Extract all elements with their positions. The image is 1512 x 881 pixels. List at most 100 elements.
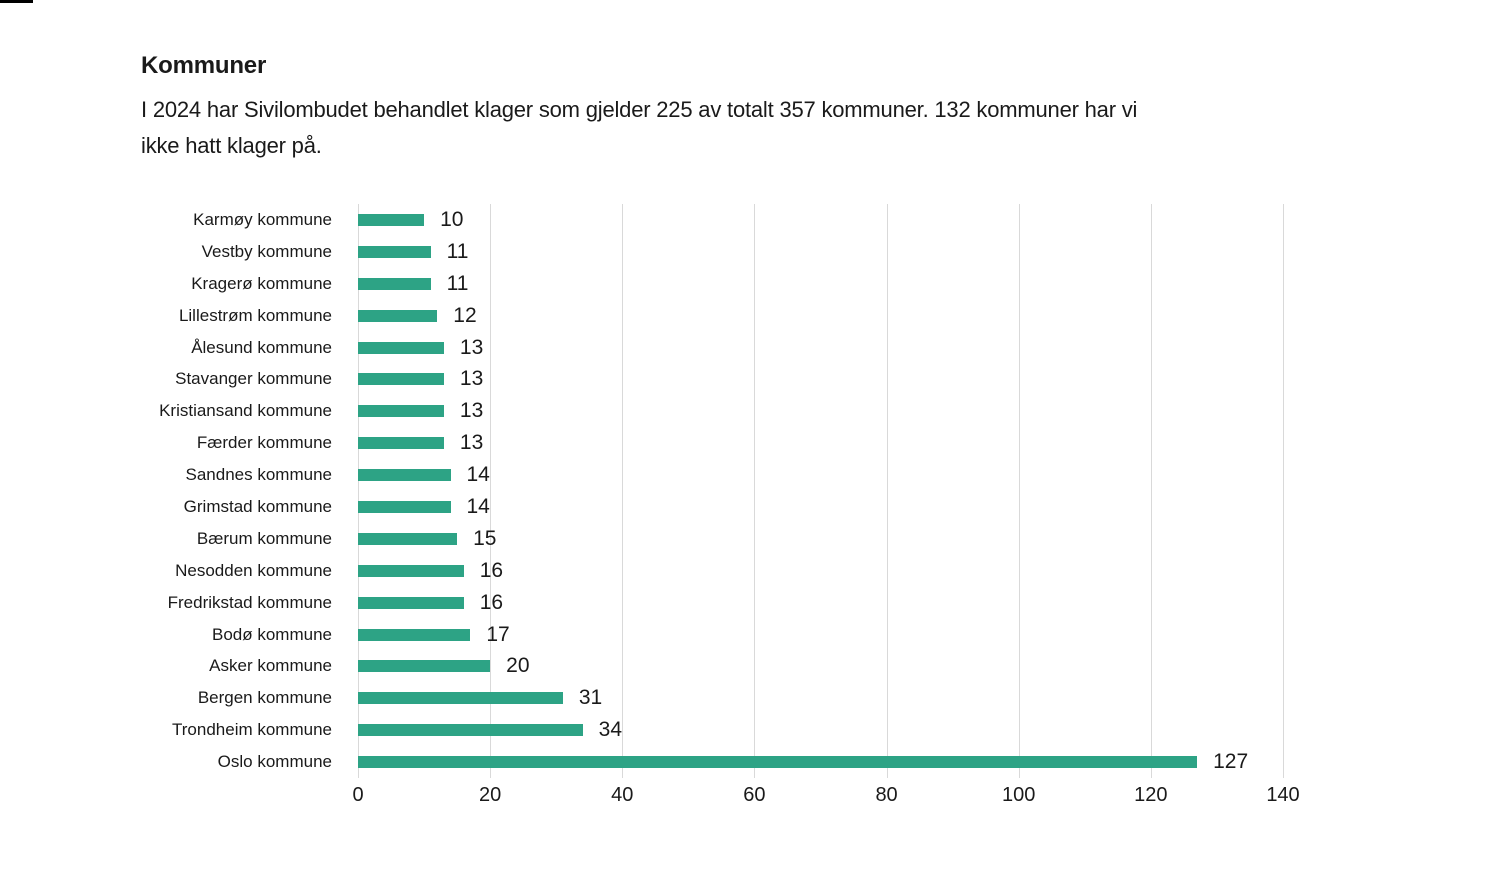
gridlines	[358, 204, 1284, 779]
bar-row: Kragerø kommune 11	[141, 268, 1283, 300]
page: Kommuner I 2024 har Sivilombudet behandl…	[141, 52, 1512, 814]
gridline	[622, 204, 624, 779]
category-label: Trondheim kommune	[172, 720, 332, 740]
value-label: 20	[506, 654, 530, 678]
bar-row: Trondheim kommune 34	[141, 714, 1283, 746]
bar-track: 34	[358, 714, 1283, 746]
bar-row: Bærum kommune 15	[141, 523, 1283, 555]
category-label: Lillestrøm kommune	[178, 305, 332, 325]
value-label: 11	[446, 239, 469, 263]
bar-track: 10	[358, 204, 1283, 236]
bar-row: Stavanger kommune 13	[141, 363, 1283, 395]
bar-chart: Karmøy kommune 10 Vestby kommune 11 Krag…	[141, 204, 1300, 814]
category-label: Grimstad kommune	[183, 496, 332, 516]
bar-track: 20	[358, 650, 1283, 682]
bar	[358, 469, 451, 482]
bar	[358, 277, 431, 290]
category-label: Oslo kommune	[217, 752, 332, 772]
bar	[358, 341, 444, 354]
bar-track: 12	[358, 300, 1283, 332]
bar-row: Ålesund kommune 13	[141, 332, 1283, 364]
bar-row: Lillestrøm kommune 12	[141, 300, 1283, 332]
value-label: 12	[453, 303, 477, 327]
bar	[358, 213, 425, 226]
category-label: Bergen kommune	[197, 688, 332, 708]
bar-track: 14	[358, 491, 1283, 523]
subtitle-line-2: ikke hatt klager på.	[141, 133, 322, 158]
bar-track: 11	[358, 236, 1283, 268]
value-label: 10	[440, 207, 464, 231]
gridline	[1283, 204, 1284, 779]
category-label: Vestby kommune	[201, 241, 332, 261]
bar-row: Færder kommune 13	[141, 427, 1283, 459]
gridline	[886, 204, 888, 779]
bar-row: Oslo kommune 127	[141, 746, 1283, 778]
x-tick-label: 20	[479, 784, 502, 807]
value-label: 13	[459, 431, 484, 455]
bar-track: 13	[358, 363, 1283, 395]
value-label: 11	[446, 271, 469, 295]
category-label: Fredrikstad kommune	[167, 592, 332, 612]
x-tick-label: 0	[352, 784, 364, 807]
subtitle-line-1: I 2024 har Sivilombudet behandlet klager…	[141, 97, 1138, 122]
bar-row: Kristiansand kommune 13	[141, 395, 1283, 427]
value-label: 13	[459, 335, 484, 359]
value-label: 31	[578, 686, 603, 710]
x-tick-label: 140	[1266, 784, 1300, 807]
bar	[358, 405, 444, 418]
gridline	[754, 204, 756, 779]
bar	[358, 692, 563, 705]
bar	[358, 437, 444, 450]
bar	[358, 628, 471, 641]
bar-track: 17	[358, 619, 1283, 651]
bar-track: 16	[358, 555, 1283, 587]
value-label: 14	[466, 494, 490, 518]
bar-row: Karmøy kommune 10	[141, 204, 1283, 236]
bar-row: Bodø kommune 17	[141, 619, 1283, 651]
x-tick-label: 100	[1002, 784, 1036, 807]
bar-track: 127	[358, 746, 1283, 778]
value-label: 17	[486, 622, 510, 646]
gridline	[1018, 204, 1020, 779]
gridline	[490, 204, 492, 779]
x-tick-label: 60	[743, 784, 766, 807]
bar	[358, 309, 438, 322]
bar-track: 15	[358, 523, 1283, 555]
top-left-mark	[0, 0, 33, 3]
category-label: Ålesund kommune	[191, 337, 332, 357]
bar	[358, 756, 1198, 769]
bar-track: 16	[358, 587, 1283, 619]
category-label: Nesodden kommune	[175, 560, 332, 580]
x-tick-label: 80	[875, 784, 898, 807]
category-label: Færder kommune	[196, 433, 332, 453]
bar-row: Sandnes kommune 14	[141, 459, 1283, 491]
bar	[358, 660, 491, 673]
x-tick-label: 40	[611, 784, 634, 807]
bar-row: Nesodden kommune 16	[141, 555, 1283, 587]
value-label: 15	[473, 526, 497, 550]
bar-row: Vestby kommune 11	[141, 236, 1283, 268]
category-label: Karmøy kommune	[193, 209, 332, 229]
bar	[358, 596, 464, 609]
value-label: 13	[459, 399, 484, 423]
chart-subtitle: I 2024 har Sivilombudet behandlet klager…	[141, 92, 1512, 164]
bar	[358, 373, 444, 386]
x-axis: 0 20 40 60 80 100 120 140	[352, 778, 1299, 814]
bar	[358, 245, 431, 258]
bar-track: 14	[358, 459, 1283, 491]
bar-track: 13	[358, 332, 1283, 364]
plot-area: Karmøy kommune 10 Vestby kommune 11 Krag…	[141, 204, 1284, 779]
category-label: Bodø kommune	[212, 624, 332, 644]
category-label: Kragerø kommune	[191, 273, 332, 293]
page-title: Kommuner	[141, 52, 267, 79]
bar-row: Asker kommune 20	[141, 650, 1283, 682]
bar	[358, 532, 458, 545]
bar-rows: Karmøy kommune 10 Vestby kommune 11 Krag…	[141, 204, 1283, 778]
value-label: 127	[1213, 750, 1249, 774]
bar-row: Bergen kommune 31	[141, 682, 1283, 714]
category-label: Sandnes kommune	[185, 465, 332, 485]
bar-track: 11	[358, 268, 1283, 300]
category-label: Stavanger kommune	[175, 369, 332, 389]
bar	[358, 564, 464, 577]
value-label: 13	[459, 367, 484, 391]
